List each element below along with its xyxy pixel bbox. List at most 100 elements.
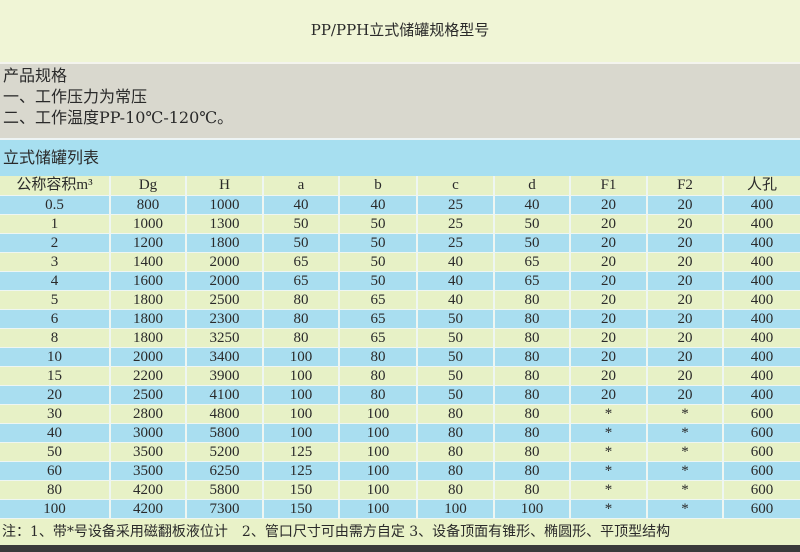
- table-cell: 80: [494, 480, 571, 500]
- table-cell: 100: [417, 499, 495, 519]
- table-row: 5 1800 2500 80 65 40 80 20 20 400: [0, 290, 800, 310]
- table-cell: 400: [723, 385, 800, 405]
- table-note: 注：1、带*号设备采用磁翻板液位计 2、管口尺寸可由需方自定 3、设备顶面有锥形…: [0, 518, 800, 545]
- table-cell: 50: [339, 252, 418, 272]
- table-cell: 20: [647, 214, 724, 234]
- table-cell: 1300: [186, 214, 264, 234]
- table-cell: 2500: [186, 290, 264, 310]
- table-cell: 80: [494, 347, 571, 367]
- table-cell: 1000: [110, 214, 187, 234]
- table-cell: 20: [570, 328, 648, 348]
- table-cell: 65: [494, 271, 571, 291]
- table-cell: 5800: [186, 480, 264, 500]
- table-cell: 4800: [186, 404, 264, 424]
- table-cell: 100: [494, 499, 571, 519]
- table-cell: 600: [723, 404, 800, 424]
- table-cell: 400: [723, 271, 800, 291]
- table-cell: 100: [263, 347, 340, 367]
- column-header: d: [494, 176, 571, 196]
- column-header: Dg: [110, 176, 187, 196]
- table-cell: 4200: [110, 499, 187, 519]
- table-row: 0.5 800 1000 40 40 25 40 20 20 400: [0, 195, 800, 215]
- table-cell: 100: [263, 385, 340, 405]
- table-cell: 50: [417, 328, 495, 348]
- table-row: 10 2000 3400 100 80 50 80 20 20 400: [0, 347, 800, 367]
- table-cell: 600: [723, 499, 800, 519]
- table-cell: 80: [494, 366, 571, 386]
- table-cell: 65: [339, 290, 418, 310]
- table-cell: *: [570, 404, 648, 424]
- table-cell: 20: [570, 290, 648, 310]
- table-cell: 800: [110, 195, 187, 215]
- table-cell: 80: [417, 442, 495, 462]
- table-cell: 25: [417, 195, 495, 215]
- table-cell: 20: [570, 233, 648, 253]
- table-cell: 50: [339, 271, 418, 291]
- table-cell: 400: [723, 366, 800, 386]
- table-cell: 5800: [186, 423, 264, 443]
- table-cell: 40: [339, 195, 418, 215]
- table-cell: 400: [723, 309, 800, 329]
- table-cell: 6250: [186, 461, 264, 481]
- table-cell: 400: [723, 214, 800, 234]
- column-header: 公称容积m³: [0, 176, 111, 196]
- table-cell: 80: [417, 461, 495, 481]
- table-cell: 20: [570, 252, 648, 272]
- table-cell: 7300: [186, 499, 264, 519]
- table-cell: 4200: [110, 480, 187, 500]
- product-specs: 产品规格 一、工作压力为常压 二、工作温度PP-10℃-120℃。: [0, 62, 800, 138]
- table-row: 6 1800 2300 80 65 50 80 20 20 400: [0, 309, 800, 329]
- table-cell: *: [570, 442, 648, 462]
- table-cell: 400: [723, 195, 800, 215]
- table-cell: 400: [723, 233, 800, 253]
- table-cell: 2500: [110, 385, 187, 405]
- table-cell: 50: [263, 233, 340, 253]
- table-cell: 30: [0, 404, 111, 424]
- table-cell: 20: [570, 366, 648, 386]
- table-cell: 80: [494, 461, 571, 481]
- spec-item: 二、工作温度PP-10℃-120℃。: [3, 108, 234, 127]
- table-cell: 2000: [186, 252, 264, 272]
- table-cell: 65: [494, 252, 571, 272]
- table-cell: *: [647, 442, 724, 462]
- table-row: 8 1800 3250 80 65 50 80 20 20 400: [0, 328, 800, 348]
- column-header: 人孔: [723, 176, 800, 196]
- table-cell: 100: [0, 499, 111, 519]
- table-cell: *: [647, 461, 724, 481]
- table-cell: 6: [0, 309, 111, 329]
- table-cell: 125: [263, 442, 340, 462]
- table-row: 2 1200 1800 50 50 25 50 20 20 400: [0, 233, 800, 253]
- table-cell: 20: [570, 195, 648, 215]
- column-header: a: [263, 176, 340, 196]
- table-cell: 20: [647, 328, 724, 348]
- table-cell: 80: [339, 366, 418, 386]
- table-cell: 50: [494, 233, 571, 253]
- title-band: PP/PPH立式储罐规格型号: [0, 0, 800, 62]
- table-row: 3 1400 2000 65 50 40 65 20 20 400: [0, 252, 800, 272]
- table-cell: 100: [263, 423, 340, 443]
- table-cell: 400: [723, 347, 800, 367]
- table-cell: 20: [647, 366, 724, 386]
- table-cell: 40: [417, 252, 495, 272]
- table-row: 40 3000 5800 100 100 80 80 * * 600: [0, 423, 800, 443]
- table-row: 20 2500 4100 100 80 50 80 20 20 400: [0, 385, 800, 405]
- table-cell: 1600: [110, 271, 187, 291]
- table-cell: 4100: [186, 385, 264, 405]
- table-cell: *: [570, 423, 648, 443]
- table-cell: 3500: [110, 442, 187, 462]
- table-row: 80 4200 5800 150 100 80 80 * * 600: [0, 480, 800, 500]
- table-cell: 1800: [110, 328, 187, 348]
- table-cell: *: [647, 480, 724, 500]
- table-cell: 400: [723, 290, 800, 310]
- table-cell: 5200: [186, 442, 264, 462]
- table-cell: *: [647, 404, 724, 424]
- table-title: 立式储罐列表: [3, 148, 100, 167]
- table-cell: 80: [339, 347, 418, 367]
- table-cell: 20: [0, 385, 111, 405]
- table-cell: 20: [647, 233, 724, 253]
- table-cell: 600: [723, 423, 800, 443]
- table-cell: 100: [339, 442, 418, 462]
- table-cell: 25: [417, 214, 495, 234]
- table-cell: 65: [339, 328, 418, 348]
- bottom-border: [0, 544, 800, 552]
